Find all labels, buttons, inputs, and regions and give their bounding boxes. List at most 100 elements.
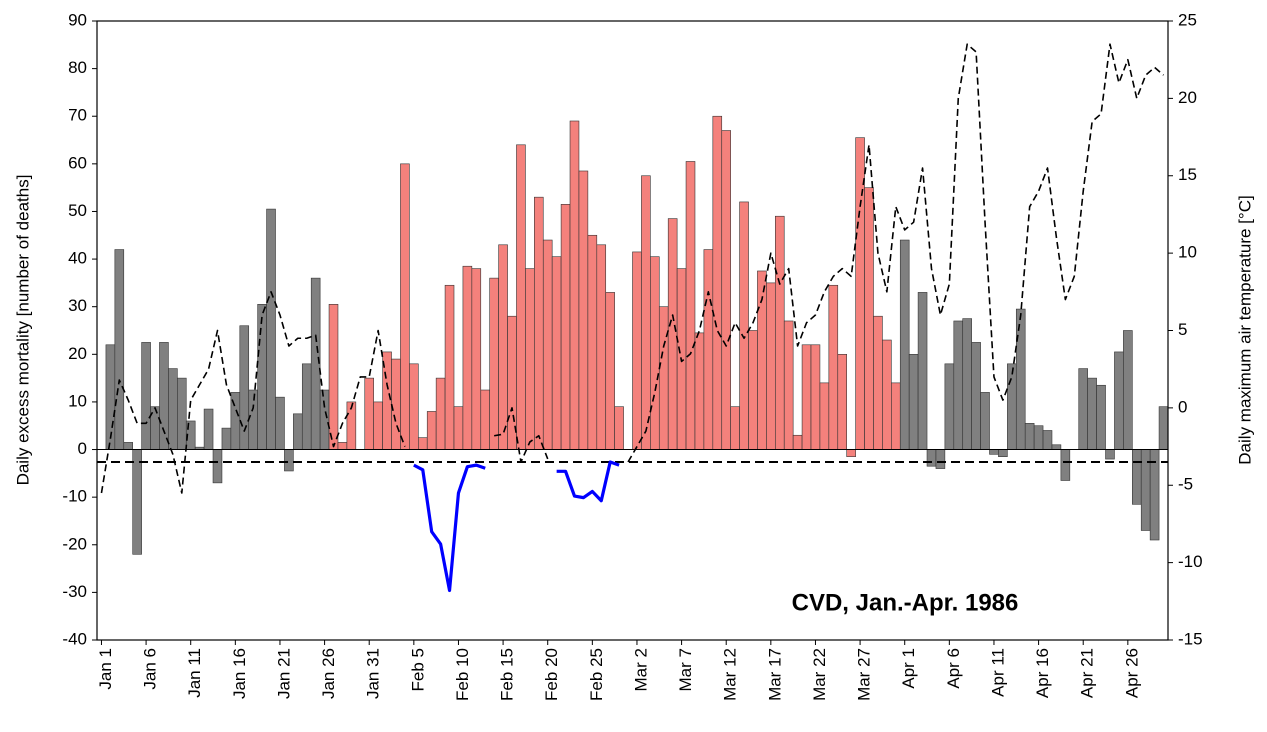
y-tick-label: 30 — [68, 296, 87, 315]
bar — [337, 442, 348, 450]
bar — [551, 256, 562, 450]
bar — [1123, 330, 1133, 450]
bar — [650, 256, 660, 450]
bar — [373, 401, 383, 450]
x-tick-label: Apr 1 — [899, 648, 918, 689]
bar — [810, 344, 821, 450]
x-tick-label: Feb 25 — [587, 648, 606, 701]
line — [556, 460, 620, 503]
bar — [605, 292, 615, 450]
bar — [748, 330, 758, 450]
bar — [614, 406, 624, 450]
x-tick-label: Mar 12 — [721, 648, 740, 701]
bar — [1033, 425, 1044, 450]
bar — [525, 268, 535, 450]
bar — [766, 282, 776, 450]
bar — [462, 265, 473, 450]
bar — [962, 318, 972, 450]
bar — [212, 449, 223, 484]
bar — [1024, 423, 1035, 450]
y2-tick-label: 20 — [1178, 88, 1197, 107]
x-tick-label: Apr 6 — [944, 648, 963, 689]
bar — [569, 120, 580, 450]
bar — [498, 244, 508, 450]
y2-tick-label: -5 — [1178, 475, 1193, 494]
x-tick-label: Apr 16 — [1033, 648, 1052, 698]
bar — [721, 130, 731, 450]
bar — [471, 268, 482, 450]
bar — [1114, 351, 1124, 450]
bar — [141, 342, 151, 450]
bar — [444, 284, 455, 450]
bar — [489, 277, 499, 450]
bar — [453, 406, 464, 450]
bar — [417, 437, 428, 450]
bar — [1087, 377, 1097, 450]
bar — [694, 332, 705, 450]
y2-tick-label: 0 — [1178, 397, 1187, 416]
bar — [1078, 368, 1088, 450]
bar — [409, 363, 419, 450]
bar — [801, 344, 812, 450]
y-tick-label: -20 — [62, 534, 87, 553]
bar — [364, 377, 374, 450]
bar — [578, 170, 589, 450]
bar — [426, 411, 437, 450]
y2-tick-label: 15 — [1178, 165, 1197, 184]
bar — [989, 449, 999, 455]
bar — [293, 413, 303, 450]
bar — [980, 392, 990, 450]
bar — [685, 161, 696, 450]
y-axis-title: Daily excess mortality [number of deaths… — [13, 175, 32, 486]
y-tick-label: 60 — [68, 153, 87, 172]
bar — [998, 449, 1008, 457]
bar — [266, 208, 276, 450]
bar — [319, 389, 330, 450]
x-tick-label: Jan 31 — [364, 648, 383, 699]
x-tick-label: Jan 16 — [230, 648, 249, 699]
x-tick-label: Feb 15 — [498, 648, 517, 701]
line — [100, 291, 406, 494]
bar — [846, 449, 856, 457]
bar — [328, 304, 339, 450]
bar — [284, 449, 294, 472]
x-tick-label: Jan 6 — [141, 648, 160, 690]
bar — [1007, 363, 1017, 450]
bar — [123, 442, 134, 450]
bar — [899, 239, 910, 450]
bar — [882, 339, 892, 450]
x-tick-label: Mar 17 — [765, 648, 784, 701]
y2-tick-label: -10 — [1178, 552, 1203, 571]
bar — [739, 201, 749, 450]
bar — [971, 342, 981, 450]
bar — [542, 239, 553, 450]
bar — [774, 215, 785, 450]
bar — [658, 306, 669, 450]
y2-axis-title: Daily maximum air temperature [°C] — [1235, 195, 1254, 464]
bar — [944, 363, 955, 450]
y-tick-label: 40 — [68, 249, 87, 268]
bar — [132, 449, 142, 555]
bar — [391, 358, 401, 450]
bar — [1042, 430, 1053, 450]
x-tick-label: Feb 20 — [542, 648, 561, 701]
x-tick-label: Jan 1 — [96, 648, 115, 690]
y-tick-label: -10 — [62, 487, 87, 506]
y-tick-label: 80 — [68, 58, 87, 77]
bar — [480, 389, 490, 450]
bar — [891, 382, 901, 450]
bar — [730, 406, 740, 450]
y-tick-label: -40 — [62, 629, 87, 648]
y2-tick-label: 25 — [1178, 10, 1197, 29]
bar — [203, 408, 214, 450]
y2-tick-label: -15 — [1178, 629, 1203, 648]
bar — [400, 163, 410, 450]
y2-tick-label: 10 — [1178, 243, 1197, 262]
y-tick-label: 20 — [68, 344, 87, 363]
bar — [953, 320, 964, 450]
x-tick-label: Mar 27 — [855, 648, 874, 701]
bar — [926, 449, 937, 467]
bar — [177, 377, 187, 450]
bar — [641, 175, 651, 450]
